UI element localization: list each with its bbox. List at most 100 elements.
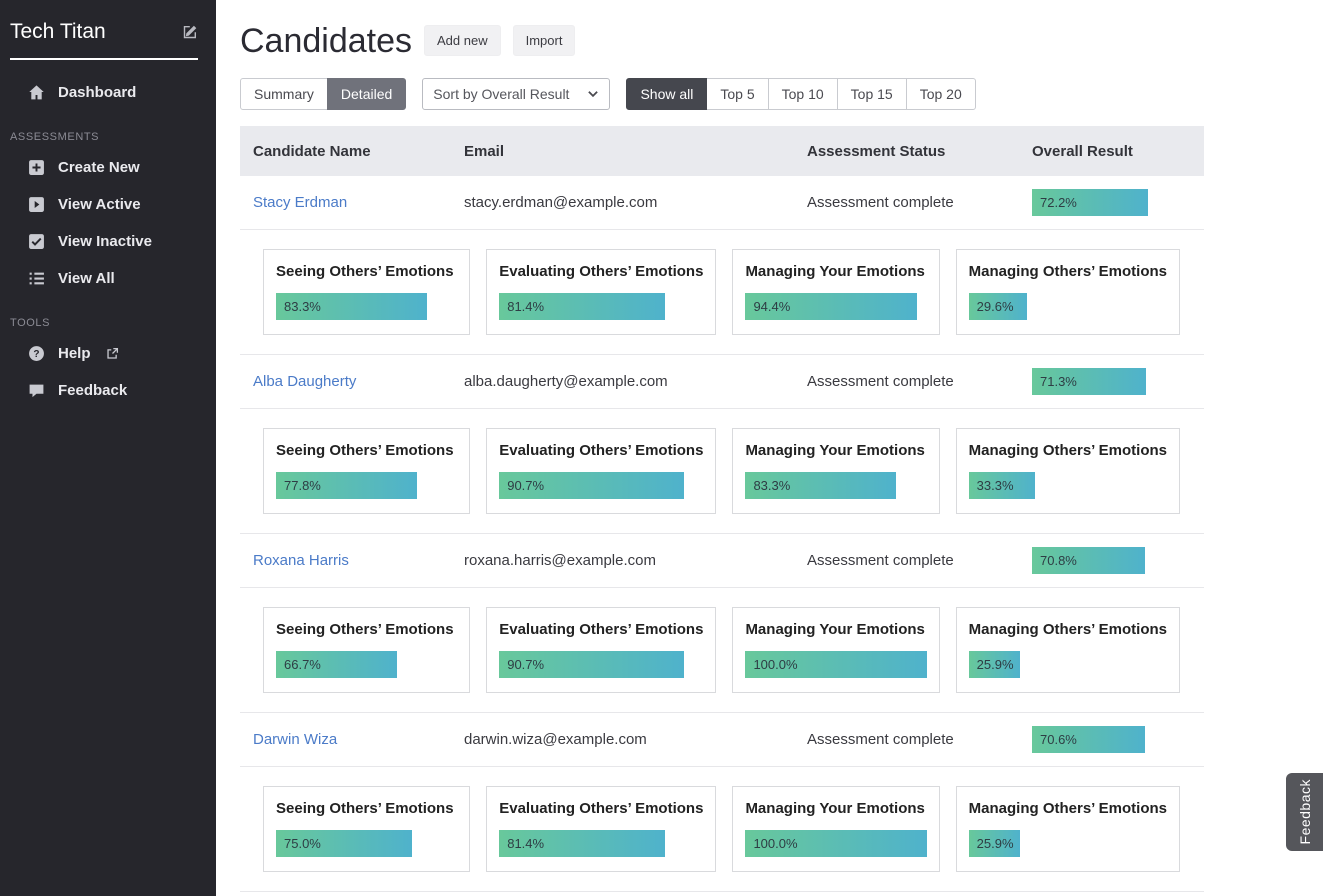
list-icon [28, 270, 45, 287]
sidebar-item-label: Create New [58, 159, 140, 176]
skill-card-title: Seeing Others’ Emotions [276, 621, 454, 638]
candidate-name-link[interactable]: Stacy Erdman [253, 194, 348, 211]
skill-result-bar: 94.4% [745, 293, 926, 320]
edit-brand-icon[interactable] [182, 24, 198, 40]
plus-square-icon [28, 159, 45, 176]
skill-cards-row: Seeing Others’ Emotions 75.0% Evaluating… [240, 767, 1204, 892]
skill-result-value: 77.8% [284, 478, 321, 493]
sidebar: Tech Titan Dashboard ASSESSMENTS Create … [0, 0, 216, 896]
skill-result-bar: 75.0% [276, 830, 457, 857]
external-link-icon [106, 347, 119, 360]
skill-card: Managing Others’ Emotions 33.3% [955, 428, 1181, 514]
brand-title: Tech Titan [10, 20, 106, 43]
skill-cards-row: Seeing Others’ Emotions 77.8% Evaluating… [240, 409, 1204, 534]
sort-select[interactable]: Sort by Overall Result [422, 78, 611, 110]
home-icon [28, 84, 45, 101]
skill-card: Managing Others’ Emotions 29.6% [955, 249, 1181, 335]
tab-summary[interactable]: Summary [240, 78, 328, 110]
table-header: Candidate Name Email Assessment Status O… [240, 126, 1204, 176]
overall-result-bar: 71.3% [1032, 368, 1192, 395]
filter-top-20[interactable]: Top 20 [905, 78, 976, 110]
sidebar-item-view-active[interactable]: View Active [0, 186, 216, 223]
skill-result-fill: 100.0% [745, 651, 927, 678]
sidebar-item-help[interactable]: ? Help [0, 335, 216, 372]
skill-result-value: 100.0% [753, 836, 798, 851]
skill-card: Seeing Others’ Emotions 66.7% [263, 607, 471, 693]
sidebar-item-view-inactive[interactable]: View Inactive [0, 223, 216, 260]
skill-card: Managing Your Emotions 100.0% [732, 607, 940, 693]
skill-card: Seeing Others’ Emotions 75.0% [263, 786, 471, 872]
feedback-side-tab[interactable]: Feedback [1286, 773, 1323, 851]
overall-result-value: 70.6% [1040, 732, 1077, 747]
skill-card: Managing Your Emotions 100.0% [732, 786, 940, 872]
skill-result-bar: 83.3% [745, 472, 926, 499]
sidebar-item-label: Feedback [58, 382, 128, 399]
feedback-side-tab-label: Feedback [1296, 779, 1313, 845]
toolbar: Summary Detailed Sort by Overall Result … [240, 78, 1204, 110]
sort-select-value: Sort by Overall Result [433, 86, 570, 102]
tab-detailed[interactable]: Detailed [326, 78, 407, 110]
candidate-email: stacy.erdman@example.com [464, 194, 658, 211]
skill-card-title: Seeing Others’ Emotions [276, 800, 454, 817]
caret-square-right-icon [28, 196, 45, 213]
comment-icon [28, 382, 45, 399]
sidebar-item-label: View Inactive [58, 233, 152, 250]
skill-result-value: 100.0% [753, 657, 798, 672]
skill-card: Evaluating Others’ Emotions 81.4% [486, 249, 717, 335]
candidate-row: Alba Daugherty alba.daugherty@example.co… [240, 355, 1204, 409]
candidate-name-link[interactable]: Roxana Harris [253, 552, 349, 569]
skill-result-bar: 81.4% [499, 293, 703, 320]
skill-result-value: 90.7% [507, 657, 545, 672]
skill-result-value: 81.4% [507, 836, 545, 851]
skill-card: Seeing Others’ Emotions 83.3% [263, 249, 471, 335]
sidebar-item-feedback[interactable]: Feedback [0, 372, 216, 409]
filter-top-5[interactable]: Top 5 [706, 78, 769, 110]
skill-result-value: 75.0% [284, 836, 321, 851]
assessment-status: Assessment complete [807, 373, 954, 390]
candidate-row: Stacy Erdman stacy.erdman@example.com As… [240, 176, 1204, 230]
skill-result-bar: 29.6% [968, 293, 1167, 320]
sidebar-section-assessments: ASSESSMENTS [10, 131, 100, 143]
svg-text:?: ? [33, 349, 39, 360]
candidate-email: roxana.harris@example.com [464, 552, 656, 569]
sidebar-item-label: View Active [58, 196, 141, 213]
overall-result-value: 71.3% [1040, 374, 1077, 389]
import-button[interactable]: Import [512, 25, 576, 56]
column-header-overall-result: Overall Result [1032, 142, 1133, 160]
skill-result-value: 83.3% [753, 478, 791, 493]
skill-result-bar: 100.0% [745, 651, 927, 678]
sidebar-item-view-all[interactable]: View All [0, 260, 216, 297]
candidate-name-link[interactable]: Darwin Wiza [253, 731, 338, 748]
skill-result-bar: 83.3% [276, 293, 457, 320]
assessment-status: Assessment complete [807, 731, 954, 748]
brand-divider [10, 58, 198, 60]
sidebar-item-dashboard[interactable]: Dashboard [0, 74, 216, 111]
filter-show-all[interactable]: Show all [626, 78, 708, 110]
candidate-row: Roxana Harris roxana.harris@example.com … [240, 534, 1204, 588]
filter-top-10[interactable]: Top 10 [767, 78, 838, 110]
sidebar-item-label: Dashboard [58, 84, 137, 101]
skill-result-value: 81.4% [507, 299, 545, 314]
skill-card-title: Evaluating Others’ Emotions [499, 621, 704, 638]
question-circle-icon: ? [28, 345, 45, 362]
skill-cards-row: Seeing Others’ Emotions 66.7% Evaluating… [240, 588, 1204, 713]
assessment-status: Assessment complete [807, 552, 954, 569]
main-content: Candidates Add new Import Summary Detail… [216, 0, 1323, 896]
skill-card: Managing Your Emotions 83.3% [732, 428, 940, 514]
skill-result-bar: 81.4% [499, 830, 703, 857]
skill-result-fill: 83.3% [745, 472, 897, 499]
candidate-block: Darwin Wiza darwin.wiza@example.com Asse… [240, 713, 1204, 892]
skill-result-value: 66.7% [284, 657, 321, 672]
add-new-button[interactable]: Add new [424, 25, 501, 56]
skill-card-title: Managing Others’ Emotions [968, 800, 1168, 817]
overall-result-bar: 70.6% [1032, 726, 1192, 753]
sidebar-item-create-new[interactable]: Create New [0, 149, 216, 186]
skill-result-bar: 33.3% [968, 472, 1167, 499]
candidate-email: darwin.wiza@example.com [464, 731, 647, 748]
skill-card-title: Evaluating Others’ Emotions [499, 800, 704, 817]
sidebar-item-label: Help [58, 345, 91, 362]
filter-top-15[interactable]: Top 15 [836, 78, 907, 110]
candidate-name-link[interactable]: Alba Daugherty [253, 373, 357, 390]
assessment-status: Assessment complete [807, 194, 954, 211]
overall-result-fill: 70.8% [1032, 547, 1146, 574]
